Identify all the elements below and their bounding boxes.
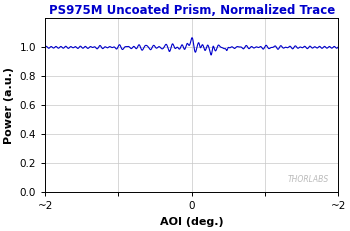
Y-axis label: Power (a.u.): Power (a.u.) [4,67,14,144]
X-axis label: AOI (deg.): AOI (deg.) [160,217,224,227]
Title: PS975M Uncoated Prism, Normalized Trace: PS975M Uncoated Prism, Normalized Trace [49,4,335,17]
Text: THORLABS: THORLABS [288,175,329,184]
